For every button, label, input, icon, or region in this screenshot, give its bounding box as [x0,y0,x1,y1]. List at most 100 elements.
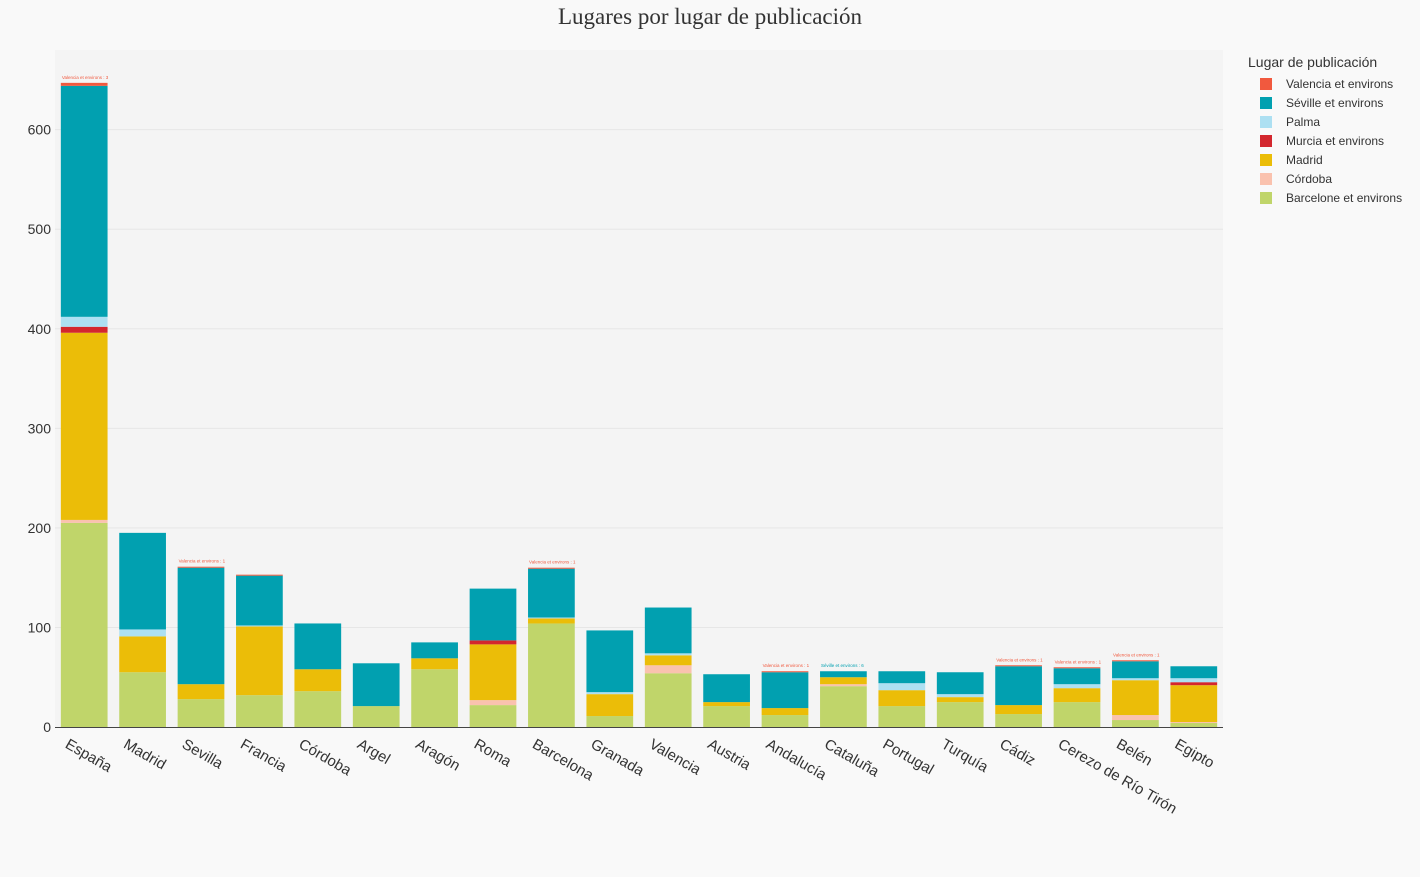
bar-segment-barcelone-et-environs[interactable] [586,716,634,727]
bar-segment-barcelone-et-environs[interactable] [528,623,575,727]
bar-segment-madrid[interactable] [586,694,634,717]
bar-segment-c-rdoba[interactable] [60,519,108,523]
bar-segment-s-ville-et-environs[interactable] [586,630,634,693]
bar-segment-valencia-et-environs[interactable] [236,574,283,576]
bar-segment-c-rdoba[interactable] [469,700,517,706]
bar-segment-valencia-et-environs[interactable] [60,82,108,86]
legend-item[interactable]: Córdoba [1248,169,1402,188]
bar-segment-s-ville-et-environs[interactable] [177,567,225,685]
bar-segment-barcelone-et-environs[interactable] [119,672,166,727]
bar-segment-s-ville-et-environs[interactable] [60,85,108,317]
bar-segment-s-ville-et-environs[interactable] [1112,661,1159,679]
bar-segment-barcelone-et-environs[interactable] [177,699,225,727]
bar-segment-madrid[interactable] [761,708,809,716]
bar-segment-barcelone-et-environs[interactable] [761,715,809,727]
bar-segment-madrid[interactable] [820,677,867,685]
x-tick-label: Sevilla [179,736,226,773]
bar-segment-s-ville-et-environs[interactable] [294,623,342,670]
bar-segment-s-ville-et-environs[interactable] [411,642,458,659]
bar-segment-palma[interactable] [936,694,984,698]
bar-segment-barcelone-et-environs[interactable] [411,669,458,727]
bar-segment-palma[interactable] [1112,678,1159,681]
legend-item[interactable]: Murcia et environs [1248,131,1402,150]
bar-segment-barcelone-et-environs[interactable] [60,522,108,727]
bar-segment-valencia-et-environs[interactable] [177,566,225,568]
bar-segment-barcelone-et-environs[interactable] [352,706,400,727]
bar-segment-valencia-et-environs[interactable] [1112,660,1159,662]
bar-segment-madrid[interactable] [878,690,926,707]
x-tick-label: Austria [705,736,754,774]
bar-segment-palma[interactable] [528,617,575,619]
bar-segment-s-ville-et-environs[interactable] [995,666,1042,706]
bar-segment-madrid[interactable] [644,655,692,666]
bar-segment-madrid[interactable] [1053,688,1101,703]
bar-segment-barcelone-et-environs[interactable] [820,686,867,727]
bar-segment-murcia-et-environs[interactable] [1170,682,1218,686]
bar-segment-barcelone-et-environs[interactable] [294,691,342,727]
legend-item[interactable]: Séville et environs [1248,93,1402,112]
bar-segment-madrid[interactable] [469,644,517,701]
bar-segment-madrid[interactable] [1112,680,1159,716]
bar-segment-barcelone-et-environs[interactable] [644,673,692,727]
bar-segment-barcelone-et-environs[interactable] [236,695,283,727]
bar-segment-palma[interactable] [1053,684,1101,689]
bar-segment-valencia-et-environs[interactable] [995,665,1042,667]
bar-segment-s-ville-et-environs[interactable] [703,674,750,703]
bar-segment-murcia-et-environs[interactable] [60,326,108,333]
bar-segment-c-rdoba[interactable] [644,665,692,674]
bar-segment-palma[interactable] [1170,678,1218,683]
bar-segment-madrid[interactable] [119,636,166,673]
bar-segment-palma[interactable] [60,316,108,327]
legend-swatch [1260,172,1272,185]
bar-segment-barcelone-et-environs[interactable] [995,714,1042,727]
bar-segment-s-ville-et-environs[interactable] [236,575,283,626]
bar-segment-s-ville-et-environs[interactable] [469,588,517,641]
bar-segment-c-rdoba[interactable] [1112,715,1159,721]
bar-segment-madrid[interactable] [411,658,458,670]
bar-segment-valencia-et-environs[interactable] [528,567,575,569]
bar-segment-s-ville-et-environs[interactable] [528,568,575,618]
bar-segment-madrid[interactable] [528,618,575,624]
bar-segment-s-ville-et-environs[interactable] [352,663,400,707]
bar-segment-barcelone-et-environs[interactable] [936,702,984,727]
bar-segment-s-ville-et-environs[interactable] [1170,666,1218,679]
bar-segment-barcelone-et-environs[interactable] [1112,720,1159,727]
bar-segment-palma[interactable] [119,629,166,637]
bar-segment-barcelone-et-environs[interactable] [1170,723,1218,727]
bar-segment-s-ville-et-environs[interactable] [820,671,867,678]
bar-segment-s-ville-et-environs[interactable] [1053,668,1101,685]
legend-item[interactable]: Palma [1248,112,1402,131]
bar-segment-madrid[interactable] [60,332,108,520]
bar-segment-s-ville-et-environs[interactable] [878,671,926,684]
bar-segment-s-ville-et-environs[interactable] [936,672,984,695]
legend-item[interactable]: Barcelone et environs [1248,188,1402,207]
bar-segment-madrid[interactable] [236,626,283,696]
bar-segment-palma[interactable] [644,653,692,656]
bar-segment-madrid[interactable] [1170,685,1218,723]
bar-segment-murcia-et-environs[interactable] [469,640,517,645]
bar-segment-madrid[interactable] [995,705,1042,715]
bar-segment-palma[interactable] [878,683,926,691]
bar-segment-barcelone-et-environs[interactable] [1053,702,1101,727]
legend-label: Séville et environs [1286,95,1384,110]
legend-item[interactable]: Madrid [1248,150,1402,169]
bar-segment-barcelone-et-environs[interactable] [469,705,517,727]
bar-segment-palma[interactable] [236,625,283,627]
bar-segment-palma[interactable] [586,692,634,695]
bar-annotation: Valencia et environs : 1 [763,663,810,668]
bar-segment-s-ville-et-environs[interactable] [761,672,809,709]
bar-segment-valencia-et-environs[interactable] [761,671,809,673]
bar-segment-madrid[interactable] [294,669,342,692]
bar-segment-s-ville-et-environs[interactable] [644,607,692,654]
bar-annotation: Valencia et environs : 1 [1113,652,1160,657]
legend-item[interactable]: Valencia et environs [1248,74,1402,93]
bar-segment-barcelone-et-environs[interactable] [703,706,750,727]
bar-segment-s-ville-et-environs[interactable] [119,532,166,630]
bar-segment-valencia-et-environs[interactable] [1053,667,1101,669]
bar-segment-madrid[interactable] [936,697,984,703]
bar-segment-c-rdoba[interactable] [1170,722,1218,724]
bar-segment-barcelone-et-environs[interactable] [878,706,926,727]
bar-segment-c-rdoba[interactable] [820,684,867,687]
bar-segment-madrid[interactable] [703,702,750,707]
bar-segment-madrid[interactable] [177,684,225,700]
